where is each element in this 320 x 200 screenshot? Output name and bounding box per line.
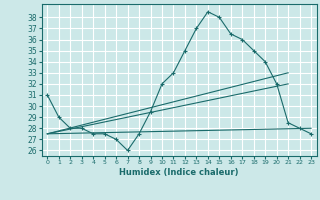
- X-axis label: Humidex (Indice chaleur): Humidex (Indice chaleur): [119, 168, 239, 177]
